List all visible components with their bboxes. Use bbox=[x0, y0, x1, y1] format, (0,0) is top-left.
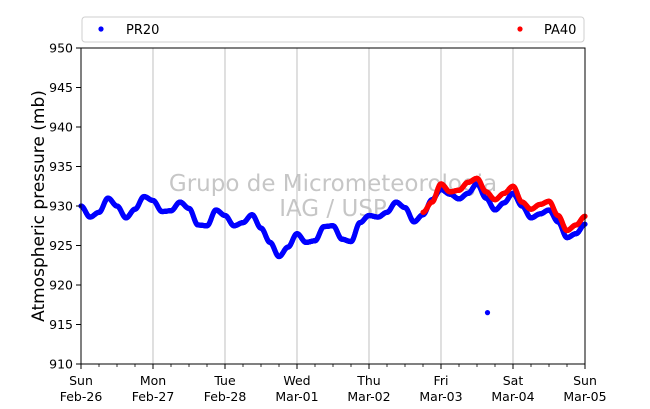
x-tick-label-day: Sat bbox=[503, 373, 524, 388]
y-tick-label: 925 bbox=[49, 238, 73, 253]
grid-lines bbox=[152, 48, 514, 364]
x-tick-label-day: Sun bbox=[573, 373, 597, 388]
y-tick-label: 935 bbox=[49, 159, 73, 174]
data-points bbox=[78, 175, 588, 316]
x-tick-label-date: Mar-05 bbox=[563, 389, 606, 404]
x-tick-label-date: Feb-28 bbox=[204, 389, 247, 404]
watermark: Grupo de Micrometeorologia IAG / USP bbox=[169, 171, 497, 222]
y-tick-label: 920 bbox=[49, 278, 73, 293]
legend-label-pr20: PR20 bbox=[126, 23, 159, 38]
series-pa40 bbox=[420, 175, 588, 234]
x-tick-label-date: Feb-27 bbox=[132, 389, 175, 404]
x-tick-label-day: Mon bbox=[140, 373, 166, 388]
x-tick-label-day: Fri bbox=[434, 373, 449, 388]
outlier-point bbox=[484, 310, 491, 316]
legend-marker-pa40 bbox=[517, 26, 523, 32]
legend: PR20 PA40 bbox=[81, 16, 585, 43]
series-pr20 bbox=[78, 181, 588, 316]
x-tick-label-day: Tue bbox=[213, 373, 236, 388]
x-tick-label-date: Feb-26 bbox=[60, 389, 103, 404]
x-tick-label-day: Sun bbox=[69, 373, 93, 388]
y-axis-label: Atmospheric pressure (mb) bbox=[29, 90, 49, 322]
x-tick-label-date: Mar-03 bbox=[419, 389, 462, 404]
x-tick-label-day: Wed bbox=[283, 373, 310, 388]
x-tick-label-date: Mar-01 bbox=[275, 389, 318, 404]
y-tick-label: 930 bbox=[49, 199, 73, 214]
y-tick-label: 915 bbox=[49, 317, 73, 332]
y-axis: 910 915 920 925 930 935 940 945 950 bbox=[49, 41, 81, 372]
y-tick-label: 940 bbox=[49, 120, 73, 135]
legend-label-pa40: PA40 bbox=[544, 23, 576, 38]
x-tick-label-date: Mar-02 bbox=[347, 389, 390, 404]
x-axis: SunFeb-26MonFeb-27TueFeb-28WedMar-01ThuM… bbox=[60, 364, 607, 404]
x-tick-label-date: Mar-04 bbox=[491, 389, 534, 404]
y-tick-label: 950 bbox=[49, 41, 73, 56]
x-tick-label-day: Thu bbox=[356, 373, 380, 388]
y-tick-label: 945 bbox=[49, 80, 73, 95]
legend-box bbox=[81, 16, 585, 43]
legend-marker-pr20 bbox=[98, 26, 104, 32]
y-tick-label: 910 bbox=[49, 357, 73, 372]
